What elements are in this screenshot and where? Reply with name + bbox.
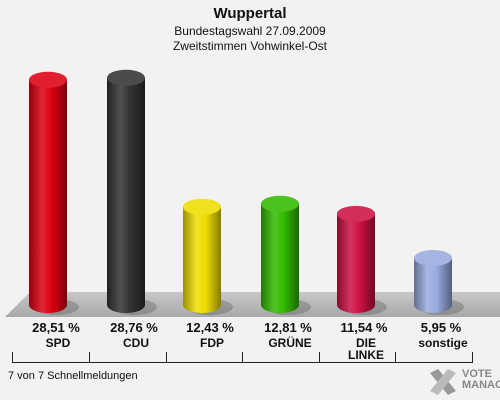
axis-tick-2 [166, 352, 167, 363]
bar-body-cdu [107, 77, 145, 314]
bar-top-spd [29, 71, 67, 88]
category-label-die-linke: DIE LINKE [348, 336, 384, 362]
value-label-spd: 28,51 % [32, 320, 80, 335]
chart-subtitle-election: Bundestagswahl 27.09.2009 [174, 24, 326, 38]
axis-tick-1 [89, 352, 90, 363]
bar-top-sonstige [414, 249, 452, 266]
category-label-sonstige: sonstige [418, 336, 468, 350]
bar-die-linke [337, 205, 387, 315]
category-label-gr-ne: GRÜNE [268, 336, 312, 350]
category-label-spd: SPD [45, 336, 71, 350]
bar-sonstige [414, 249, 464, 315]
axis-tick-3 [242, 352, 243, 363]
bar-body-fdp [183, 206, 221, 313]
footer-note: 7 von 7 Schnellmeldungen [8, 370, 138, 382]
value-label-sonstige: 5,95 % [420, 320, 462, 335]
bar-body-gr-ne [261, 203, 299, 313]
bar-body-sonstige [414, 257, 452, 313]
bar-spd [29, 71, 79, 315]
bar-top-gr-ne [261, 195, 299, 212]
bar-gr-ne [261, 195, 311, 315]
value-label-cdu: 28,76 % [110, 320, 158, 335]
bar-fdp [183, 198, 233, 315]
value-label-fdp: 12,43 % [186, 320, 234, 335]
bar-cdu [107, 69, 157, 315]
chart-subtitle-district: Zweitstimmen Vohwinkel-Ost [172, 39, 328, 53]
vote-manager-x-icon [430, 369, 456, 395]
bar-top-fdp [183, 198, 221, 215]
bar-body-die-linke [337, 213, 375, 313]
bar-body-spd [29, 79, 67, 314]
axis-tick-0 [12, 352, 13, 363]
vote-manager-logo: VOTE MANAGER [426, 365, 500, 399]
chart-title: Wuppertal [213, 5, 287, 22]
bar-top-die-linke [337, 205, 375, 222]
logo-text-manager: MANAGER [462, 379, 500, 391]
value-label-gr-ne: 12,81 % [264, 320, 312, 335]
axis-tick-5 [395, 352, 396, 363]
bar-top-cdu [107, 69, 145, 86]
category-label-cdu: CDU [123, 336, 149, 350]
axis-tick-6 [472, 352, 473, 363]
axis-tick-4 [319, 352, 320, 363]
category-label-fdp: FDP [200, 336, 224, 350]
value-label-die-linke: 11,54 % [340, 320, 388, 335]
logo-text-vote: VOTE [462, 368, 492, 380]
